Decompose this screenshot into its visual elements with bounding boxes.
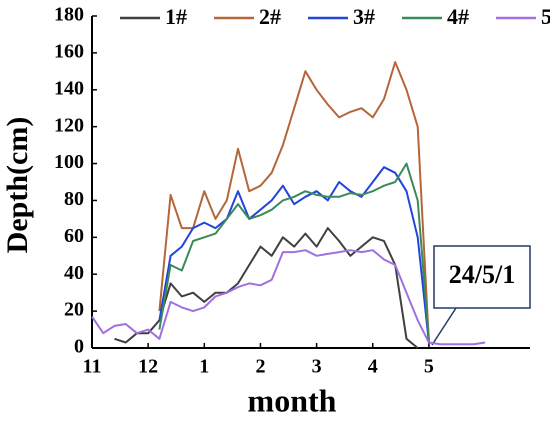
x-tick-label: 4 xyxy=(368,356,378,378)
series-line xyxy=(91,249,486,346)
y-tick-label: 0 xyxy=(74,336,84,358)
y-tick-label: 120 xyxy=(54,114,84,136)
series-line xyxy=(158,166,430,343)
x-tick-label: 11 xyxy=(83,356,102,378)
x-tick-label: 5 xyxy=(424,356,434,378)
y-tick-label: 80 xyxy=(64,188,84,210)
y-tick-label: 100 xyxy=(54,151,84,173)
x-tick-label: 2 xyxy=(255,356,265,378)
annotation-box xyxy=(433,245,531,309)
x-axis-label: month xyxy=(248,382,337,418)
x-tick-label: 3 xyxy=(312,356,322,378)
legend-label: 5# xyxy=(541,4,550,29)
x-tick-label: 1 xyxy=(199,356,209,378)
annotation: 24/5/1 xyxy=(449,260,515,289)
series-line xyxy=(158,61,430,343)
legend-label: 1# xyxy=(165,4,187,29)
series-line xyxy=(158,162,430,339)
y-tick-label: 140 xyxy=(54,77,84,99)
legend-label: 4# xyxy=(447,4,469,29)
y-tick-label: 160 xyxy=(54,40,84,62)
x-tick-label: 12 xyxy=(138,356,158,378)
y-tick-label: 20 xyxy=(64,299,84,321)
annotation-arrow xyxy=(431,307,457,346)
y-tick-label: 40 xyxy=(64,262,84,284)
y-tick-label: 60 xyxy=(64,225,84,247)
y-axis-label: Depth(cm) xyxy=(1,117,34,254)
legend-label: 2# xyxy=(259,4,281,29)
y-tick-label: 180 xyxy=(54,4,84,26)
legend-label: 3# xyxy=(353,4,375,29)
series-line xyxy=(114,227,419,349)
